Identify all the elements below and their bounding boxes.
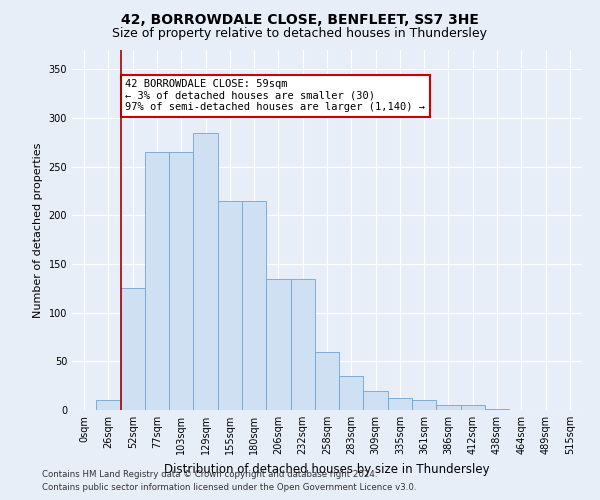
Bar	[193, 132, 218, 410]
Bar	[436, 405, 461, 410]
Text: Contains public sector information licensed under the Open Government Licence v3: Contains public sector information licen…	[42, 484, 416, 492]
Bar	[169, 152, 193, 410]
Y-axis label: Number of detached properties: Number of detached properties	[33, 142, 43, 318]
Bar	[242, 201, 266, 410]
Bar	[388, 398, 412, 410]
X-axis label: Distribution of detached houses by size in Thundersley: Distribution of detached houses by size …	[164, 462, 490, 475]
Bar	[461, 405, 485, 410]
Bar	[485, 409, 509, 410]
Bar	[218, 201, 242, 410]
Text: 42 BORROWDALE CLOSE: 59sqm
← 3% of detached houses are smaller (30)
97% of semi-: 42 BORROWDALE CLOSE: 59sqm ← 3% of detac…	[125, 79, 425, 112]
Bar	[266, 278, 290, 410]
Bar	[339, 376, 364, 410]
Bar	[364, 390, 388, 410]
Text: Contains HM Land Registry data © Crown copyright and database right 2024.: Contains HM Land Registry data © Crown c…	[42, 470, 377, 479]
Bar	[96, 400, 121, 410]
Bar	[290, 278, 315, 410]
Bar	[412, 400, 436, 410]
Bar	[145, 152, 169, 410]
Text: 42, BORROWDALE CLOSE, BENFLEET, SS7 3HE: 42, BORROWDALE CLOSE, BENFLEET, SS7 3HE	[121, 12, 479, 26]
Bar	[121, 288, 145, 410]
Bar	[315, 352, 339, 410]
Text: Size of property relative to detached houses in Thundersley: Size of property relative to detached ho…	[113, 28, 487, 40]
